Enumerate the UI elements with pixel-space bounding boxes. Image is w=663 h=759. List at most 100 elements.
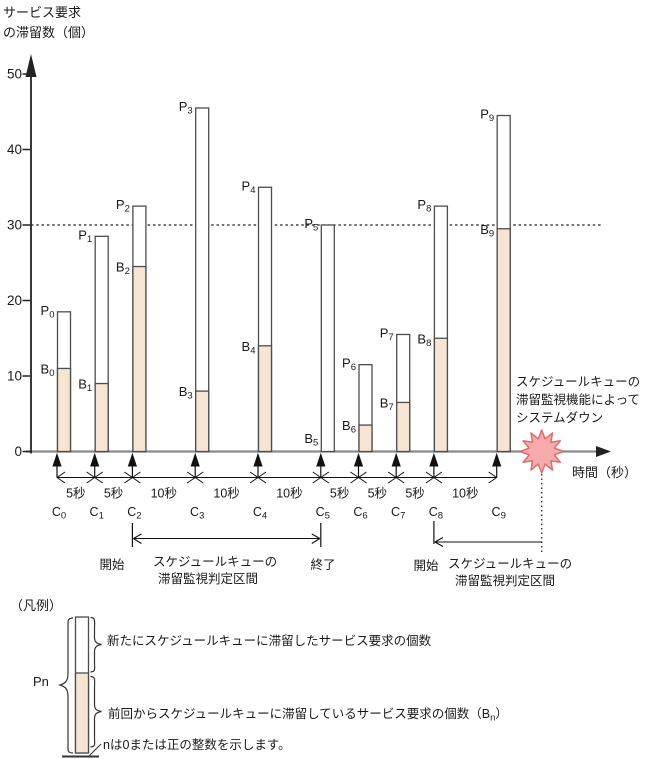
- p-label-9: P9: [480, 107, 494, 125]
- y-tick-label-0: 0: [14, 444, 22, 459]
- c-label-2: C2: [127, 505, 141, 522]
- interval-label-6: 5秒: [368, 487, 387, 501]
- measure-arrow-1-0a: [94, 471, 103, 478]
- interval2-text-line2: 滞留監視判定区間: [455, 573, 555, 588]
- bar-carry-8: [433, 337, 449, 453]
- y-axis-arrowhead: [25, 54, 37, 77]
- crash-text-line2: 滞留監視機能によって: [516, 392, 640, 407]
- measure-arrow-0-1b: [86, 477, 95, 484]
- b-label-1: B1: [78, 377, 92, 395]
- interval-label-0: 5秒: [66, 487, 85, 501]
- measure-arrow-0-0a: [56, 471, 66, 478]
- bar-carry-9: [496, 228, 511, 453]
- p-label-8: P8: [417, 197, 431, 215]
- measure-arrow-8-0b: [433, 477, 443, 484]
- time-tick-arrow-6: [353, 452, 364, 467]
- interval-label-8: 10秒: [452, 487, 478, 501]
- interval-label-5: 5秒: [330, 487, 349, 501]
- bar-carry-0: [56, 367, 72, 453]
- bar-carry-3: [195, 390, 210, 453]
- c-label-6: C6: [353, 505, 367, 522]
- measure-arrow-6-1b: [387, 477, 397, 484]
- c-label-0: C0: [52, 505, 66, 522]
- measure-arrow-8-0a: [433, 471, 443, 478]
- bar-carry-6: [358, 424, 373, 453]
- b-label-4: B4: [242, 339, 256, 357]
- measure-arrow-4-1b: [312, 477, 322, 484]
- c-label-8: C8: [429, 505, 443, 522]
- interval1-arrow-r2: [311, 538, 321, 544]
- c-label-7: C7: [391, 505, 405, 522]
- measure-arrow-1-0b: [94, 477, 103, 484]
- measure-arrow-7-1b: [425, 477, 435, 484]
- measure-arrow-2-1a: [186, 471, 196, 478]
- measure-arrow-8-1b: [488, 477, 497, 484]
- measure-arrow-5-1a: [350, 471, 359, 478]
- interval1-end-label: 終了: [310, 557, 335, 572]
- time-tick-arrow-2: [127, 452, 137, 467]
- measure-arrow-5-1b: [350, 477, 359, 484]
- b-label-0: B0: [41, 361, 55, 379]
- legend-brace-left: [57, 617, 74, 754]
- b-label-3: B3: [179, 384, 193, 402]
- y-tick-label-30: 30: [7, 218, 22, 233]
- time-tick-arrow-9: [492, 452, 502, 467]
- y-axis-title-line1: サービス要求: [3, 5, 81, 20]
- time-tick-arrow-7: [391, 452, 401, 467]
- bar-carry-7: [396, 401, 411, 453]
- legend-prev-text: 前回からスケジュールキューに滞留しているサービス要求の個数（Bn）: [108, 706, 508, 724]
- interval1-start-label: 開始: [99, 558, 125, 572]
- c-label-9: C9: [492, 505, 506, 522]
- interval2-arrow-1: [434, 537, 444, 543]
- x-axis-title: 時間（秒）: [572, 465, 637, 480]
- measure-arrow-3-1a: [249, 471, 259, 478]
- bar-carry-2: [132, 265, 147, 453]
- p-label-6: P6: [342, 356, 356, 374]
- legend-note-leader: [89, 743, 102, 756]
- measure-arrow-1-1b: [124, 477, 133, 484]
- measure-arrow-5-0a: [320, 471, 330, 478]
- measure-arrow-2-0b: [132, 477, 141, 484]
- interval1-text-line1: スケジュールキューの: [153, 555, 277, 569]
- legend-brace-bottom-right: [90, 675, 102, 748]
- y-tick-label-40: 40: [7, 142, 22, 157]
- p-label-1: P1: [78, 227, 92, 245]
- measure-arrow-8-1a: [488, 471, 497, 478]
- p-label-0: P0: [41, 303, 55, 321]
- interval-label-7: 5秒: [405, 487, 424, 501]
- b-label-8: B8: [417, 331, 431, 349]
- chart-graphics: 0 10 20 30 40 50 P0 B0 P1 B1 P2 B2 P3 B3 P4 B4 P5 B5 P6 B6 P…: [7, 54, 611, 758]
- legend-bar-carry: [74, 672, 90, 754]
- bar-carry-4: [257, 345, 273, 453]
- legend-title: （凡例）: [10, 598, 62, 613]
- bar-carry-1: [94, 382, 109, 453]
- interval1-arrow-r1: [311, 533, 321, 539]
- legend-new-text: 新たにスケジュールキューに滞留したサービス要求の個数: [107, 633, 432, 648]
- measure-arrow-4-1a: [312, 471, 322, 478]
- measure-arrow-4-0a: [257, 471, 267, 478]
- time-tick-arrow-0: [52, 452, 62, 467]
- time-tick-arrow-8: [429, 452, 439, 467]
- crash-text-line3: システムダウン: [516, 410, 603, 425]
- y-tick-label-20: 20: [7, 293, 22, 308]
- interval2-start-label: 開始: [413, 559, 439, 573]
- system-down-burst-icon: [519, 429, 564, 474]
- b-label-6: B6: [342, 418, 356, 436]
- bar-new-5: [320, 224, 335, 453]
- interval1-arrow-l2: [133, 538, 142, 544]
- interval-label-3: 10秒: [213, 487, 239, 501]
- measure-arrow-2-1b: [186, 477, 196, 484]
- legend-note-text: nは0または正の整数を示します。: [103, 737, 291, 752]
- p-label-3: P3: [179, 99, 193, 117]
- interval2-text-line1: スケジュールキューの: [448, 557, 572, 571]
- crash-text-line1: スケジュールキューの: [516, 375, 640, 389]
- time-tick-arrow-5: [316, 452, 326, 467]
- interval-label-1: 5秒: [104, 487, 123, 501]
- p-label-4: P4: [242, 178, 256, 196]
- interval-label-2: 10秒: [151, 487, 177, 501]
- p-label-5: P5: [304, 216, 318, 234]
- legend-brace-top-right: [90, 616, 102, 673]
- measure-arrow-7-0a: [395, 471, 405, 478]
